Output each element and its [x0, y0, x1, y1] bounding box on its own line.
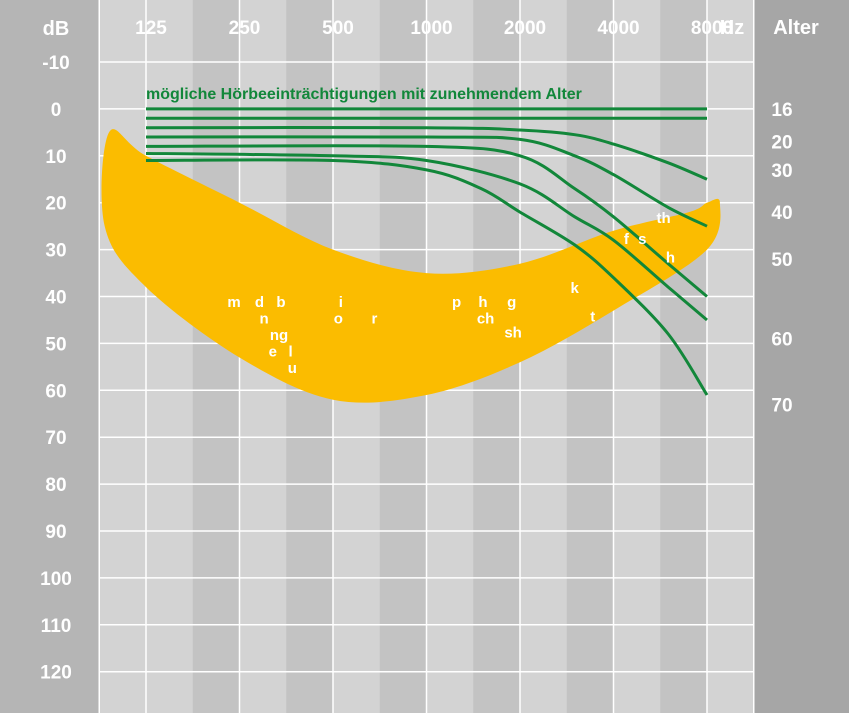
- phoneme-label: ng: [270, 327, 288, 344]
- y-tick-label: 20: [45, 194, 66, 215]
- hearing-curve: [145, 152, 708, 322]
- phoneme-label: n: [260, 311, 269, 328]
- speech-banana-layer: [101, 129, 721, 403]
- x-tick-label: 125: [135, 18, 167, 39]
- y-tick-label: 30: [45, 241, 66, 262]
- age-label: 16: [771, 100, 792, 121]
- phoneme-label: f: [624, 231, 630, 248]
- y-tick-label: 110: [41, 616, 72, 637]
- phoneme-label: sh: [504, 325, 522, 342]
- y-tick-label: 10: [45, 147, 66, 168]
- y-tick-label: 60: [45, 381, 66, 402]
- y-tick-label: 90: [45, 522, 66, 543]
- x-tick-label: 4000: [597, 18, 639, 39]
- age-label: 50: [771, 250, 792, 271]
- phoneme-label: e: [269, 343, 277, 360]
- chart-title: mögliche Hörbeeinträchtigungen mit zuneh…: [146, 86, 582, 103]
- y-tick-label: 0: [51, 100, 62, 121]
- band-dark: [192, 0, 240, 713]
- phoneme-label: p: [452, 294, 461, 311]
- y-axis-label: dB: [43, 18, 70, 40]
- x-tick-label: 2000: [504, 18, 546, 39]
- band-dark: [566, 0, 614, 713]
- phoneme-label: b: [276, 294, 285, 311]
- age-label: 60: [771, 330, 792, 351]
- speech-banana: [101, 129, 721, 403]
- phoneme-label: u: [288, 360, 297, 377]
- y-tick-label: 100: [40, 569, 72, 590]
- phoneme-label: l: [288, 343, 292, 360]
- x-axis-unit: Hz: [720, 17, 744, 39]
- phoneme-label: m: [227, 294, 240, 311]
- age-label: 40: [771, 203, 792, 224]
- phoneme-label: d: [255, 294, 264, 311]
- age-label: 20: [771, 133, 792, 154]
- phoneme-label: o: [334, 311, 343, 328]
- hearing-curve: [145, 135, 708, 228]
- hearing-loss-curves: [145, 107, 709, 396]
- y-tick-label: 70: [45, 428, 66, 449]
- phoneme-label: k: [571, 280, 580, 297]
- age-label: 70: [771, 395, 792, 416]
- phoneme-label: h: [478, 294, 487, 311]
- x-tick-label: 1000: [410, 18, 452, 39]
- x-tick-label: 250: [229, 18, 261, 39]
- phoneme-label: r: [372, 311, 378, 328]
- hearing-curve: [145, 144, 708, 298]
- phoneme-label: s: [638, 231, 646, 248]
- phoneme-label: t: [590, 308, 595, 325]
- age-label: 30: [771, 161, 792, 182]
- hearing-curve: [145, 126, 708, 181]
- phoneme-label: th: [657, 210, 671, 227]
- y-tick-label: -10: [42, 53, 69, 74]
- y-tick-label: 120: [40, 663, 72, 684]
- phoneme-label: i: [339, 294, 343, 311]
- x-tick-label: 500: [322, 18, 354, 39]
- chart-labels: dB Hz Alter mögliche Hörbeeinträchtigung…: [43, 17, 819, 103]
- y-tick-label: 50: [45, 334, 66, 355]
- x-tick-label: 8000: [691, 18, 733, 39]
- phoneme-label: ch: [477, 311, 495, 328]
- age-axis-label: Alter: [773, 17, 819, 39]
- right-margin: [753, 0, 849, 713]
- hearing-curve: [145, 158, 709, 396]
- y-tick-label: 40: [45, 288, 66, 309]
- phoneme-label: g: [507, 294, 516, 311]
- y-tick-label: 80: [45, 475, 66, 496]
- phoneme-label: h: [666, 250, 675, 267]
- left-margin: [0, 0, 100, 713]
- axis-ticks: -10 0 10 20 30 40 50 60 70 80 90 100 110 120 125 250 500…: [40, 18, 792, 684]
